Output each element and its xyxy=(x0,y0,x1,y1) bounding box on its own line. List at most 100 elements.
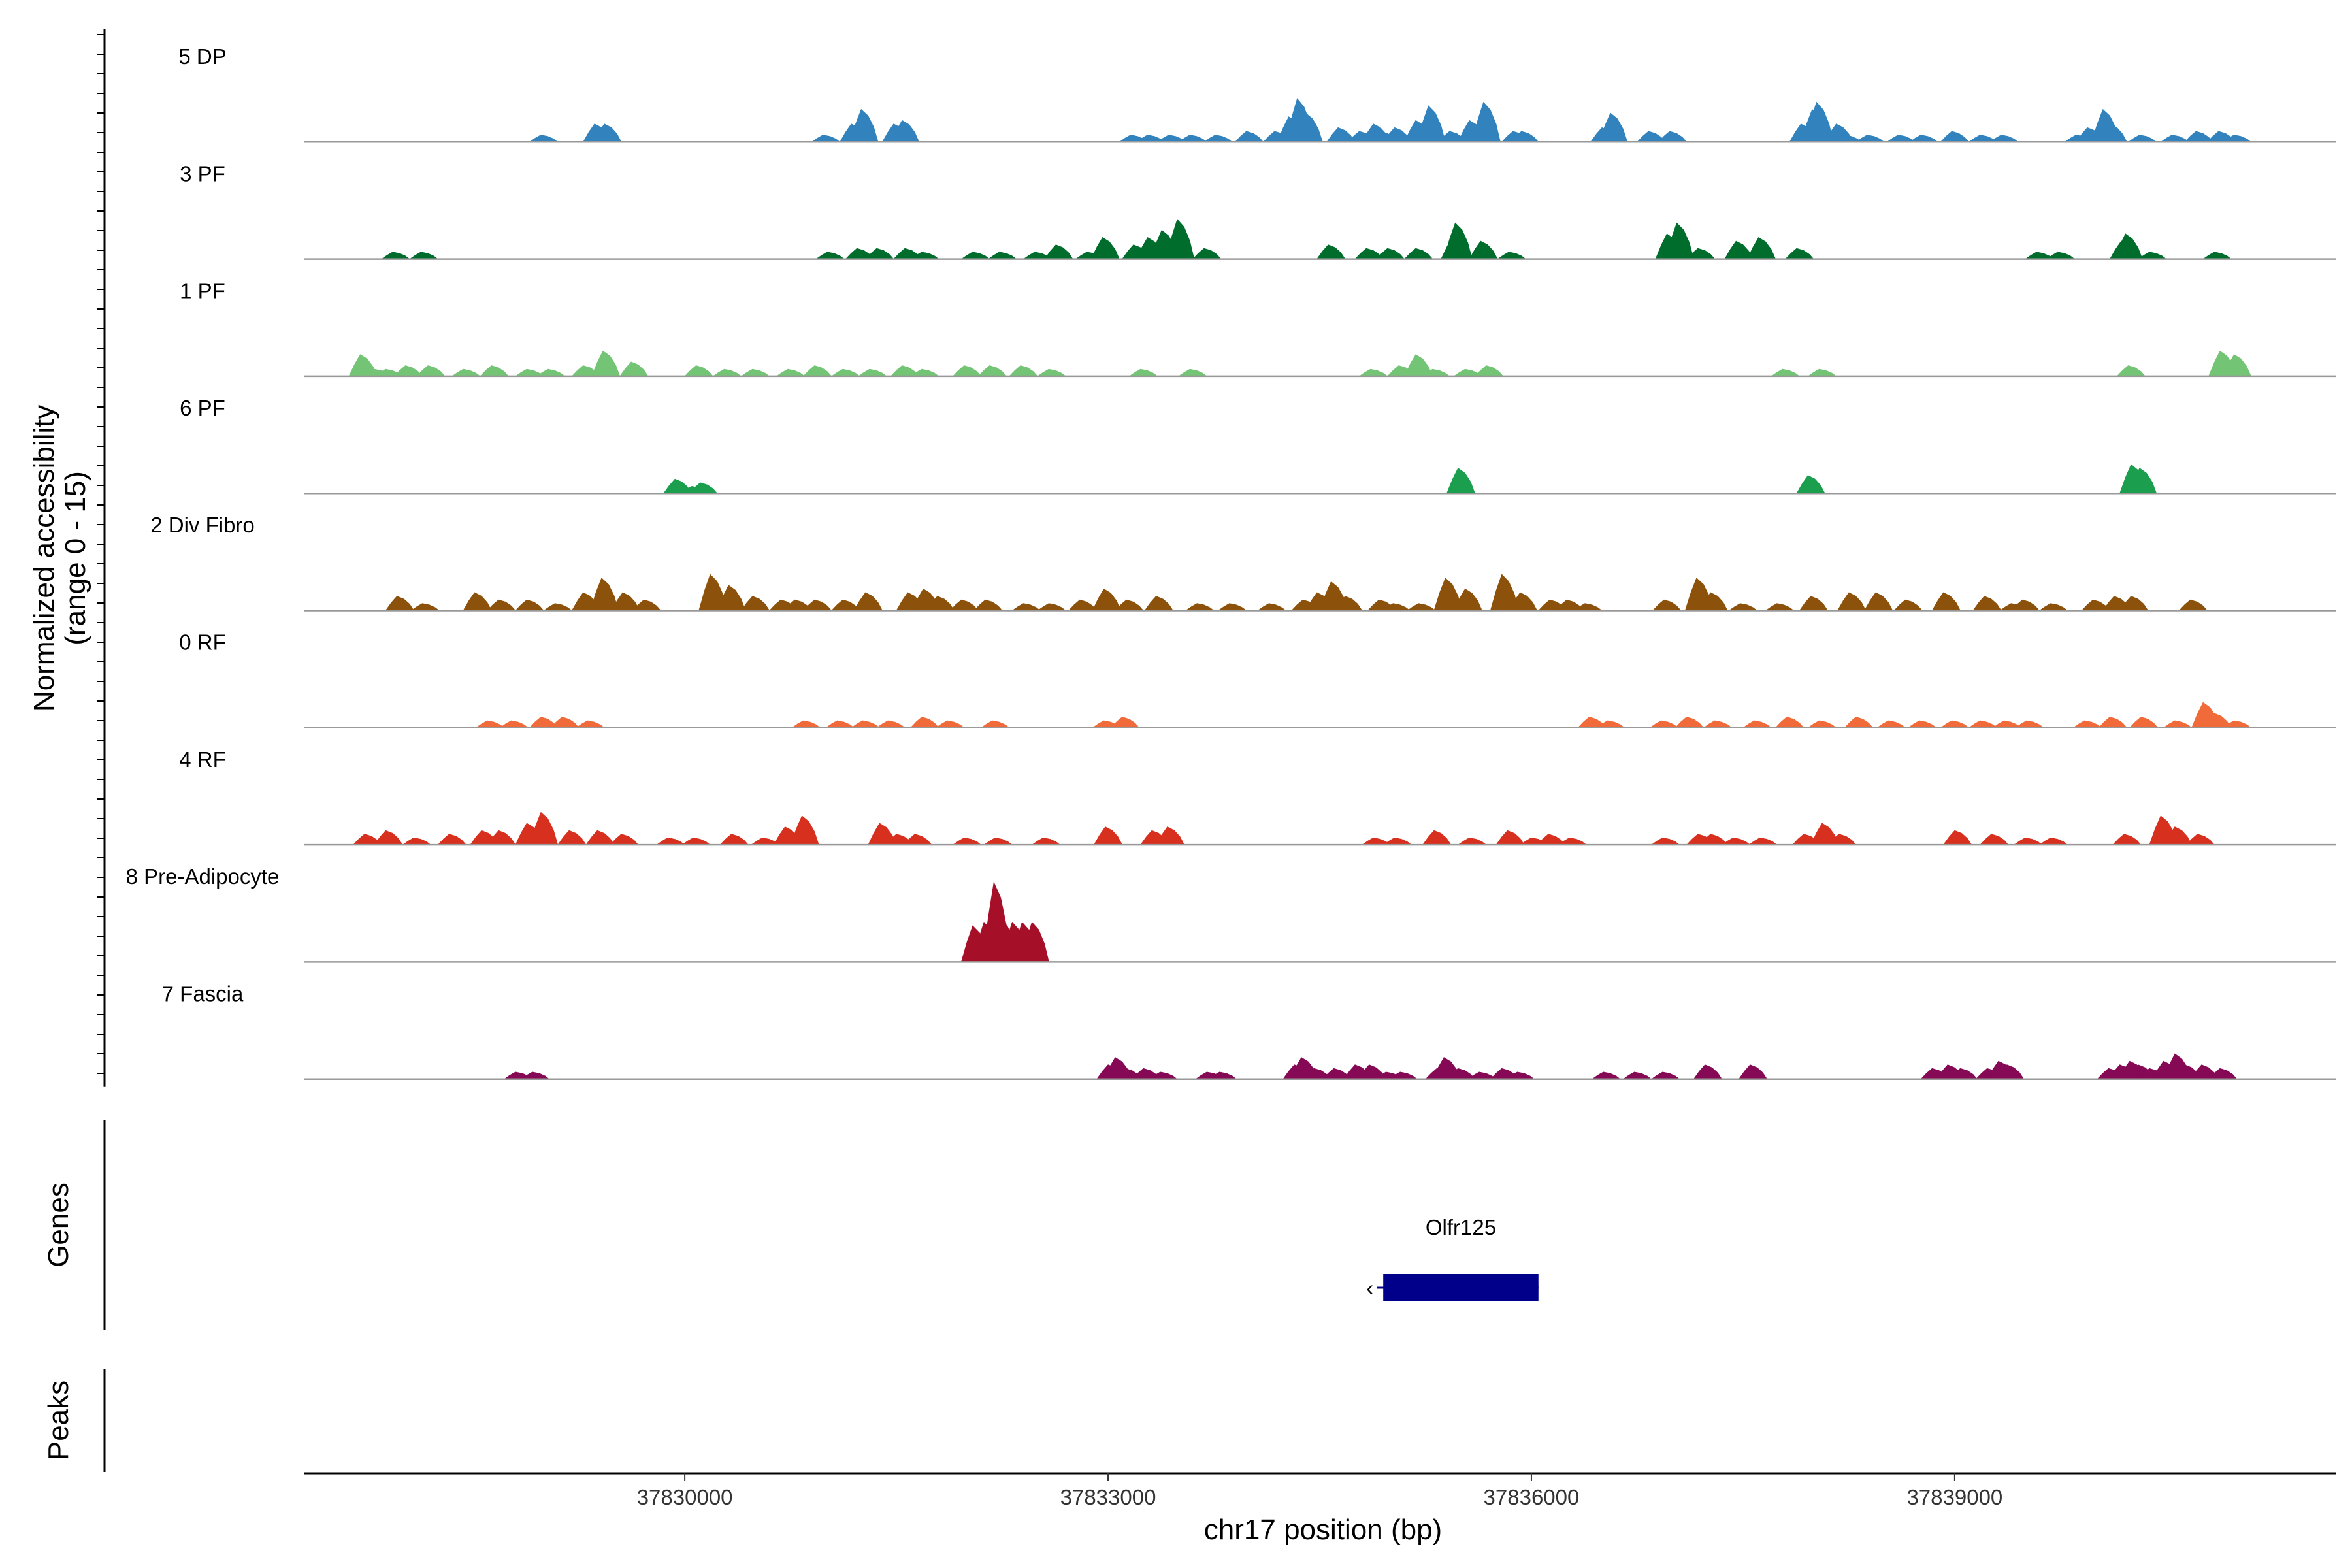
peak xyxy=(1388,1071,1418,1079)
peak xyxy=(926,596,955,611)
peak xyxy=(783,599,812,611)
peak xyxy=(1968,135,1998,142)
peak xyxy=(712,368,742,376)
peak xyxy=(2046,252,2075,259)
peak xyxy=(1469,240,1498,259)
genes-panel: Genes ‹ Olfr125 xyxy=(42,1120,1539,1330)
peak xyxy=(910,717,939,728)
peak xyxy=(717,585,746,611)
track-5-dp: 5 DP xyxy=(178,44,2336,143)
peak xyxy=(853,592,883,611)
peak xyxy=(1908,720,1937,728)
peak xyxy=(2184,131,2213,142)
peak xyxy=(499,720,529,728)
peak xyxy=(1453,588,1482,611)
peak xyxy=(1023,252,1053,259)
peak xyxy=(1110,717,1139,728)
peak xyxy=(977,365,1007,376)
peak xyxy=(2114,233,2143,259)
peak xyxy=(1166,219,1195,259)
peak xyxy=(1940,720,1969,728)
peak xyxy=(1422,830,1452,845)
peak xyxy=(845,248,874,259)
x-tick-label: 37830000 xyxy=(637,1485,733,1509)
peak xyxy=(1404,354,1433,376)
peak xyxy=(374,830,403,845)
peak xyxy=(2222,135,2251,142)
peak xyxy=(2163,720,2193,728)
peak xyxy=(858,368,887,376)
peak xyxy=(1235,131,1264,142)
peak xyxy=(521,1071,550,1079)
peak xyxy=(2015,720,2044,728)
peak xyxy=(1595,720,1625,728)
peak xyxy=(1909,135,1938,142)
peak xyxy=(1948,1068,1978,1079)
peak xyxy=(1302,1068,1331,1079)
peak xyxy=(1972,596,2002,611)
peak xyxy=(591,350,621,376)
track-7-fascia: 7 Fascia xyxy=(162,981,2336,1080)
peak xyxy=(2185,834,2215,845)
peak xyxy=(1748,837,1778,845)
peak xyxy=(1467,1071,1497,1079)
peak xyxy=(2098,717,2127,728)
peak xyxy=(1827,834,1857,845)
peak xyxy=(910,368,939,376)
peak xyxy=(1178,135,1207,142)
peak xyxy=(590,578,619,611)
peak xyxy=(1458,837,1487,845)
peak xyxy=(961,252,990,259)
peak xyxy=(719,834,749,845)
peak xyxy=(2039,603,2068,611)
peak xyxy=(2128,135,2157,142)
peak xyxy=(1807,368,1837,376)
peak xyxy=(1855,135,1885,142)
peak xyxy=(1357,1064,1386,1079)
peak xyxy=(1156,826,1185,845)
peak xyxy=(698,574,728,611)
peak xyxy=(480,365,509,376)
peak xyxy=(348,354,378,376)
peak xyxy=(1490,574,1519,611)
peak xyxy=(751,837,780,845)
peak xyxy=(1362,837,1391,845)
peak xyxy=(1739,1064,1768,1079)
peak xyxy=(1333,596,1363,611)
peak xyxy=(741,368,770,376)
peak xyxy=(576,720,605,728)
peak xyxy=(791,720,821,728)
peak xyxy=(393,365,423,376)
peak xyxy=(611,592,640,611)
peak xyxy=(1599,112,1628,142)
peak xyxy=(1446,468,1475,494)
peak xyxy=(1316,244,1346,259)
peak xyxy=(973,599,1003,611)
peak xyxy=(2190,1064,2219,1079)
peak xyxy=(1094,826,1123,845)
peak xyxy=(1009,365,1038,376)
peaks-panel: Peaks xyxy=(42,1369,106,1472)
peaks-panel-title: Peaks xyxy=(42,1380,74,1460)
peak xyxy=(515,368,544,376)
x-tick-label: 37833000 xyxy=(1060,1485,1156,1509)
gene-olfr125: ‹ Olfr125 xyxy=(1366,1215,1539,1301)
peak xyxy=(2138,252,2167,259)
peak xyxy=(1443,222,1473,259)
peak xyxy=(557,830,587,845)
peak xyxy=(1092,588,1121,611)
peak xyxy=(1652,599,1682,611)
peak xyxy=(790,815,819,845)
peak xyxy=(1207,1071,1237,1079)
peak xyxy=(550,717,580,728)
peak xyxy=(2222,720,2251,728)
peak xyxy=(2222,354,2251,376)
peak xyxy=(983,837,1013,845)
peak xyxy=(1886,135,1916,142)
peak xyxy=(1724,240,1754,259)
peak xyxy=(2039,837,2068,845)
peak xyxy=(2098,123,2127,142)
peak xyxy=(1044,244,1073,259)
peak xyxy=(1943,830,1972,845)
peak xyxy=(1407,603,1436,611)
